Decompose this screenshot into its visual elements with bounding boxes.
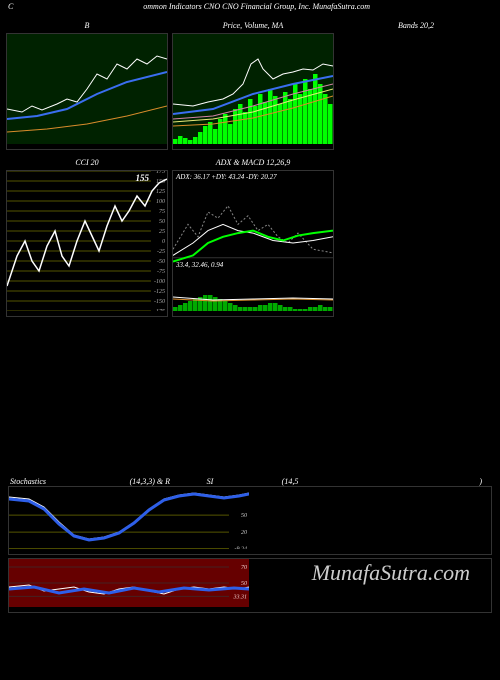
cci-last-value: 155 — [136, 173, 150, 183]
svg-text:75: 75 — [159, 209, 165, 215]
adx-values-text: ADX: 36.17 +DY: 43.24 -DY: 20.27 — [176, 173, 277, 181]
svg-text:33.31: 33.31 — [233, 594, 248, 600]
svg-text:-50: -50 — [157, 259, 165, 265]
svg-text:25: 25 — [159, 229, 165, 235]
svg-text:50: 50 — [241, 513, 247, 519]
title-stoch: Stochastics — [10, 477, 70, 486]
svg-text:70: 70 — [241, 565, 247, 571]
title-adx: ADX & MACD 12,26,9 — [172, 156, 334, 170]
title-b: B — [6, 19, 168, 33]
svg-text:20: 20 — [241, 530, 247, 536]
svg-text:125: 125 — [156, 189, 165, 195]
svg-text:-150: -150 — [154, 299, 165, 305]
title-stoch-params: (14,3,3) & R — [70, 477, 170, 486]
svg-text:175: 175 — [156, 171, 165, 175]
title-price: Price, Volume, MA — [172, 19, 334, 33]
chart-b — [6, 33, 168, 150]
chart-rsi: 70 50 33.31 — [8, 558, 492, 613]
svg-text:100: 100 — [156, 199, 165, 205]
svg-text:50: 50 — [241, 581, 247, 587]
svg-text:-9.24: -9.24 — [235, 546, 248, 549]
chart-stochastics: 50 20 -9.24 — [8, 486, 492, 555]
chart-adx: ADX: 36.17 +DY: 43.24 -DY: 20.27 33.4, 3… — [172, 170, 334, 317]
svg-text:50: 50 — [159, 219, 165, 225]
svg-text:-125: -125 — [154, 289, 165, 295]
svg-text:-25: -25 — [157, 249, 165, 255]
svg-text:-100: -100 — [154, 279, 165, 285]
svg-text:0: 0 — [162, 239, 165, 245]
svg-text:-175: -175 — [154, 309, 165, 311]
header-left: C — [8, 2, 13, 11]
header-text: ommon Indicators CNO CNO Financial Group… — [143, 2, 370, 11]
svg-text:-75: -75 — [157, 269, 165, 275]
chart-price — [172, 33, 334, 150]
chart-cci: 1751501251007550250-25-50-75-100-125-150… — [6, 170, 168, 317]
title-si-params: (14,5 — [250, 477, 330, 486]
title-si: SI — [170, 477, 250, 486]
macd-values-text: 33.4, 32.46, 0.94 — [176, 261, 223, 269]
title-bands: Bands 20,2 — [338, 19, 494, 33]
title-cci: CCI 20 — [6, 156, 168, 170]
title-si-paren: ) — [330, 477, 490, 486]
